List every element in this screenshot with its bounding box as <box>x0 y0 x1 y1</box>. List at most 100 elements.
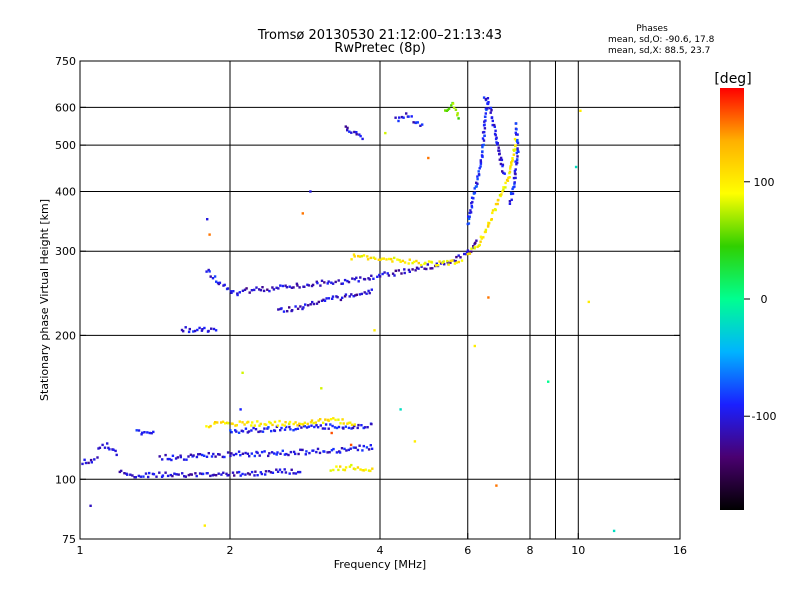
data-point <box>241 452 245 455</box>
data-point <box>467 215 470 218</box>
data-point <box>494 202 498 206</box>
data-point <box>264 473 267 476</box>
data-point <box>311 300 314 304</box>
data-point <box>320 387 323 390</box>
stats-line-o: mean, sd,O: -90.6, 17.8 <box>608 35 715 45</box>
data-point <box>370 422 373 426</box>
y-tick-label: 400 <box>55 185 76 198</box>
data-point <box>499 162 503 166</box>
data-point <box>273 452 276 455</box>
data-point <box>351 426 355 430</box>
data-point <box>411 268 414 271</box>
data-point <box>277 287 280 290</box>
data-point <box>218 281 222 284</box>
data-point <box>424 261 427 265</box>
data-point <box>370 274 373 277</box>
data-point <box>301 448 304 452</box>
data-point <box>278 419 281 423</box>
data-point <box>387 274 391 277</box>
data-point <box>421 123 424 126</box>
y-tick-label: 600 <box>55 101 76 114</box>
x-tick-label: 8 <box>527 544 534 557</box>
data-point <box>233 474 236 477</box>
data-point <box>369 469 372 473</box>
data-point <box>449 261 452 264</box>
data-point <box>444 109 447 112</box>
data-point <box>341 296 344 299</box>
data-point <box>514 131 517 134</box>
data-point <box>487 296 490 299</box>
data-point <box>304 453 307 456</box>
data-point <box>479 162 483 165</box>
data-point <box>483 115 487 118</box>
data-point <box>481 145 484 149</box>
data-point <box>473 344 476 348</box>
data-point <box>368 278 371 281</box>
data-point <box>346 126 349 130</box>
data-point <box>414 269 417 272</box>
data-point <box>211 277 215 280</box>
data-point <box>344 425 347 428</box>
data-point <box>412 260 416 264</box>
data-point <box>471 200 474 204</box>
data-point <box>513 181 516 184</box>
data-point <box>84 461 88 465</box>
data-point <box>343 295 347 298</box>
data-point <box>481 150 484 153</box>
data-points <box>81 96 616 533</box>
data-point <box>502 188 505 191</box>
data-point <box>394 269 397 272</box>
data-point <box>425 267 428 271</box>
data-point <box>120 469 123 473</box>
data-point <box>361 449 364 452</box>
data-point <box>129 473 132 476</box>
data-point <box>498 193 502 197</box>
data-point <box>378 275 382 278</box>
data-point <box>267 426 270 429</box>
data-point <box>354 294 357 297</box>
data-point <box>306 283 309 286</box>
data-point <box>349 447 352 450</box>
data-point <box>90 461 93 464</box>
data-point <box>367 469 371 472</box>
data-point <box>514 122 518 125</box>
data-point <box>207 452 210 455</box>
data-point <box>514 168 517 171</box>
data-point <box>182 458 186 461</box>
y-tick-label: 500 <box>55 139 76 152</box>
data-point <box>365 446 369 449</box>
data-point <box>343 468 347 472</box>
data-point <box>93 458 96 461</box>
data-point <box>356 466 360 469</box>
data-point <box>307 284 310 287</box>
data-point <box>350 427 353 430</box>
data-point <box>259 422 262 426</box>
data-point <box>313 425 316 429</box>
data-point <box>310 424 313 427</box>
data-point <box>248 455 251 458</box>
data-point <box>288 306 291 309</box>
data-point <box>276 451 279 454</box>
data-point <box>353 255 356 258</box>
data-point <box>427 260 431 263</box>
data-point <box>353 278 357 281</box>
data-point <box>510 163 513 166</box>
data-point <box>477 170 480 173</box>
data-point <box>468 211 471 215</box>
data-point <box>494 208 497 212</box>
data-point <box>460 259 464 262</box>
data-point <box>230 431 233 434</box>
data-point <box>337 279 340 282</box>
data-point <box>441 261 444 264</box>
data-point <box>397 119 400 123</box>
data-point <box>423 267 426 270</box>
data-point <box>209 424 212 428</box>
data-point <box>494 129 497 132</box>
data-point <box>187 473 190 477</box>
data-point <box>289 428 292 431</box>
data-point <box>479 165 482 168</box>
data-point <box>253 454 256 458</box>
data-point <box>358 255 362 258</box>
data-point <box>299 448 302 451</box>
